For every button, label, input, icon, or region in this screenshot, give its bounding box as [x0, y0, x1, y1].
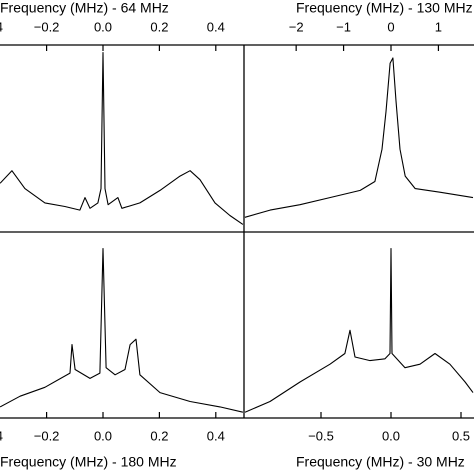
axis-title: Frequency (MHz) - 64 MHz: [0, 0, 169, 16]
x-tick-label: 0.2: [150, 19, 168, 34]
axis-title: Frequency (MHz) - 180 MHz: [0, 454, 177, 470]
x-tick-label: −2: [289, 19, 304, 34]
x-tick-label: −1: [336, 19, 351, 34]
axis-title: Frequency (MHz) - 130 MHz: [296, 0, 473, 16]
x-tick-label: 0.0: [94, 19, 112, 34]
axis-title: Frequency (MHz) - 30 MHz: [296, 454, 465, 470]
x-tick-label: 0.0: [382, 428, 400, 443]
x-tick-label: 0.4: [207, 19, 225, 34]
x-tick-label: 0.5: [452, 428, 470, 443]
spectrum-line: [0, 52, 244, 225]
x-tick-label: 0: [387, 19, 394, 34]
x-tick-label: −0.2: [34, 19, 60, 34]
x-tick-label: 0.0: [94, 428, 112, 443]
x-tick-label: 1: [435, 19, 442, 34]
spectrum-line: [244, 247, 474, 413]
x-tick-label: 0.4: [207, 428, 225, 443]
spectrum-line: [0, 247, 244, 413]
x-tick-label: −0.2: [34, 428, 60, 443]
x-tick-label: 0.2: [150, 428, 168, 443]
x-tick-label: −0.5: [308, 428, 334, 443]
spectrum-line: [244, 57, 474, 218]
x-tick-label: −0.4: [0, 19, 3, 34]
x-tick-label: −0.4: [0, 428, 3, 443]
